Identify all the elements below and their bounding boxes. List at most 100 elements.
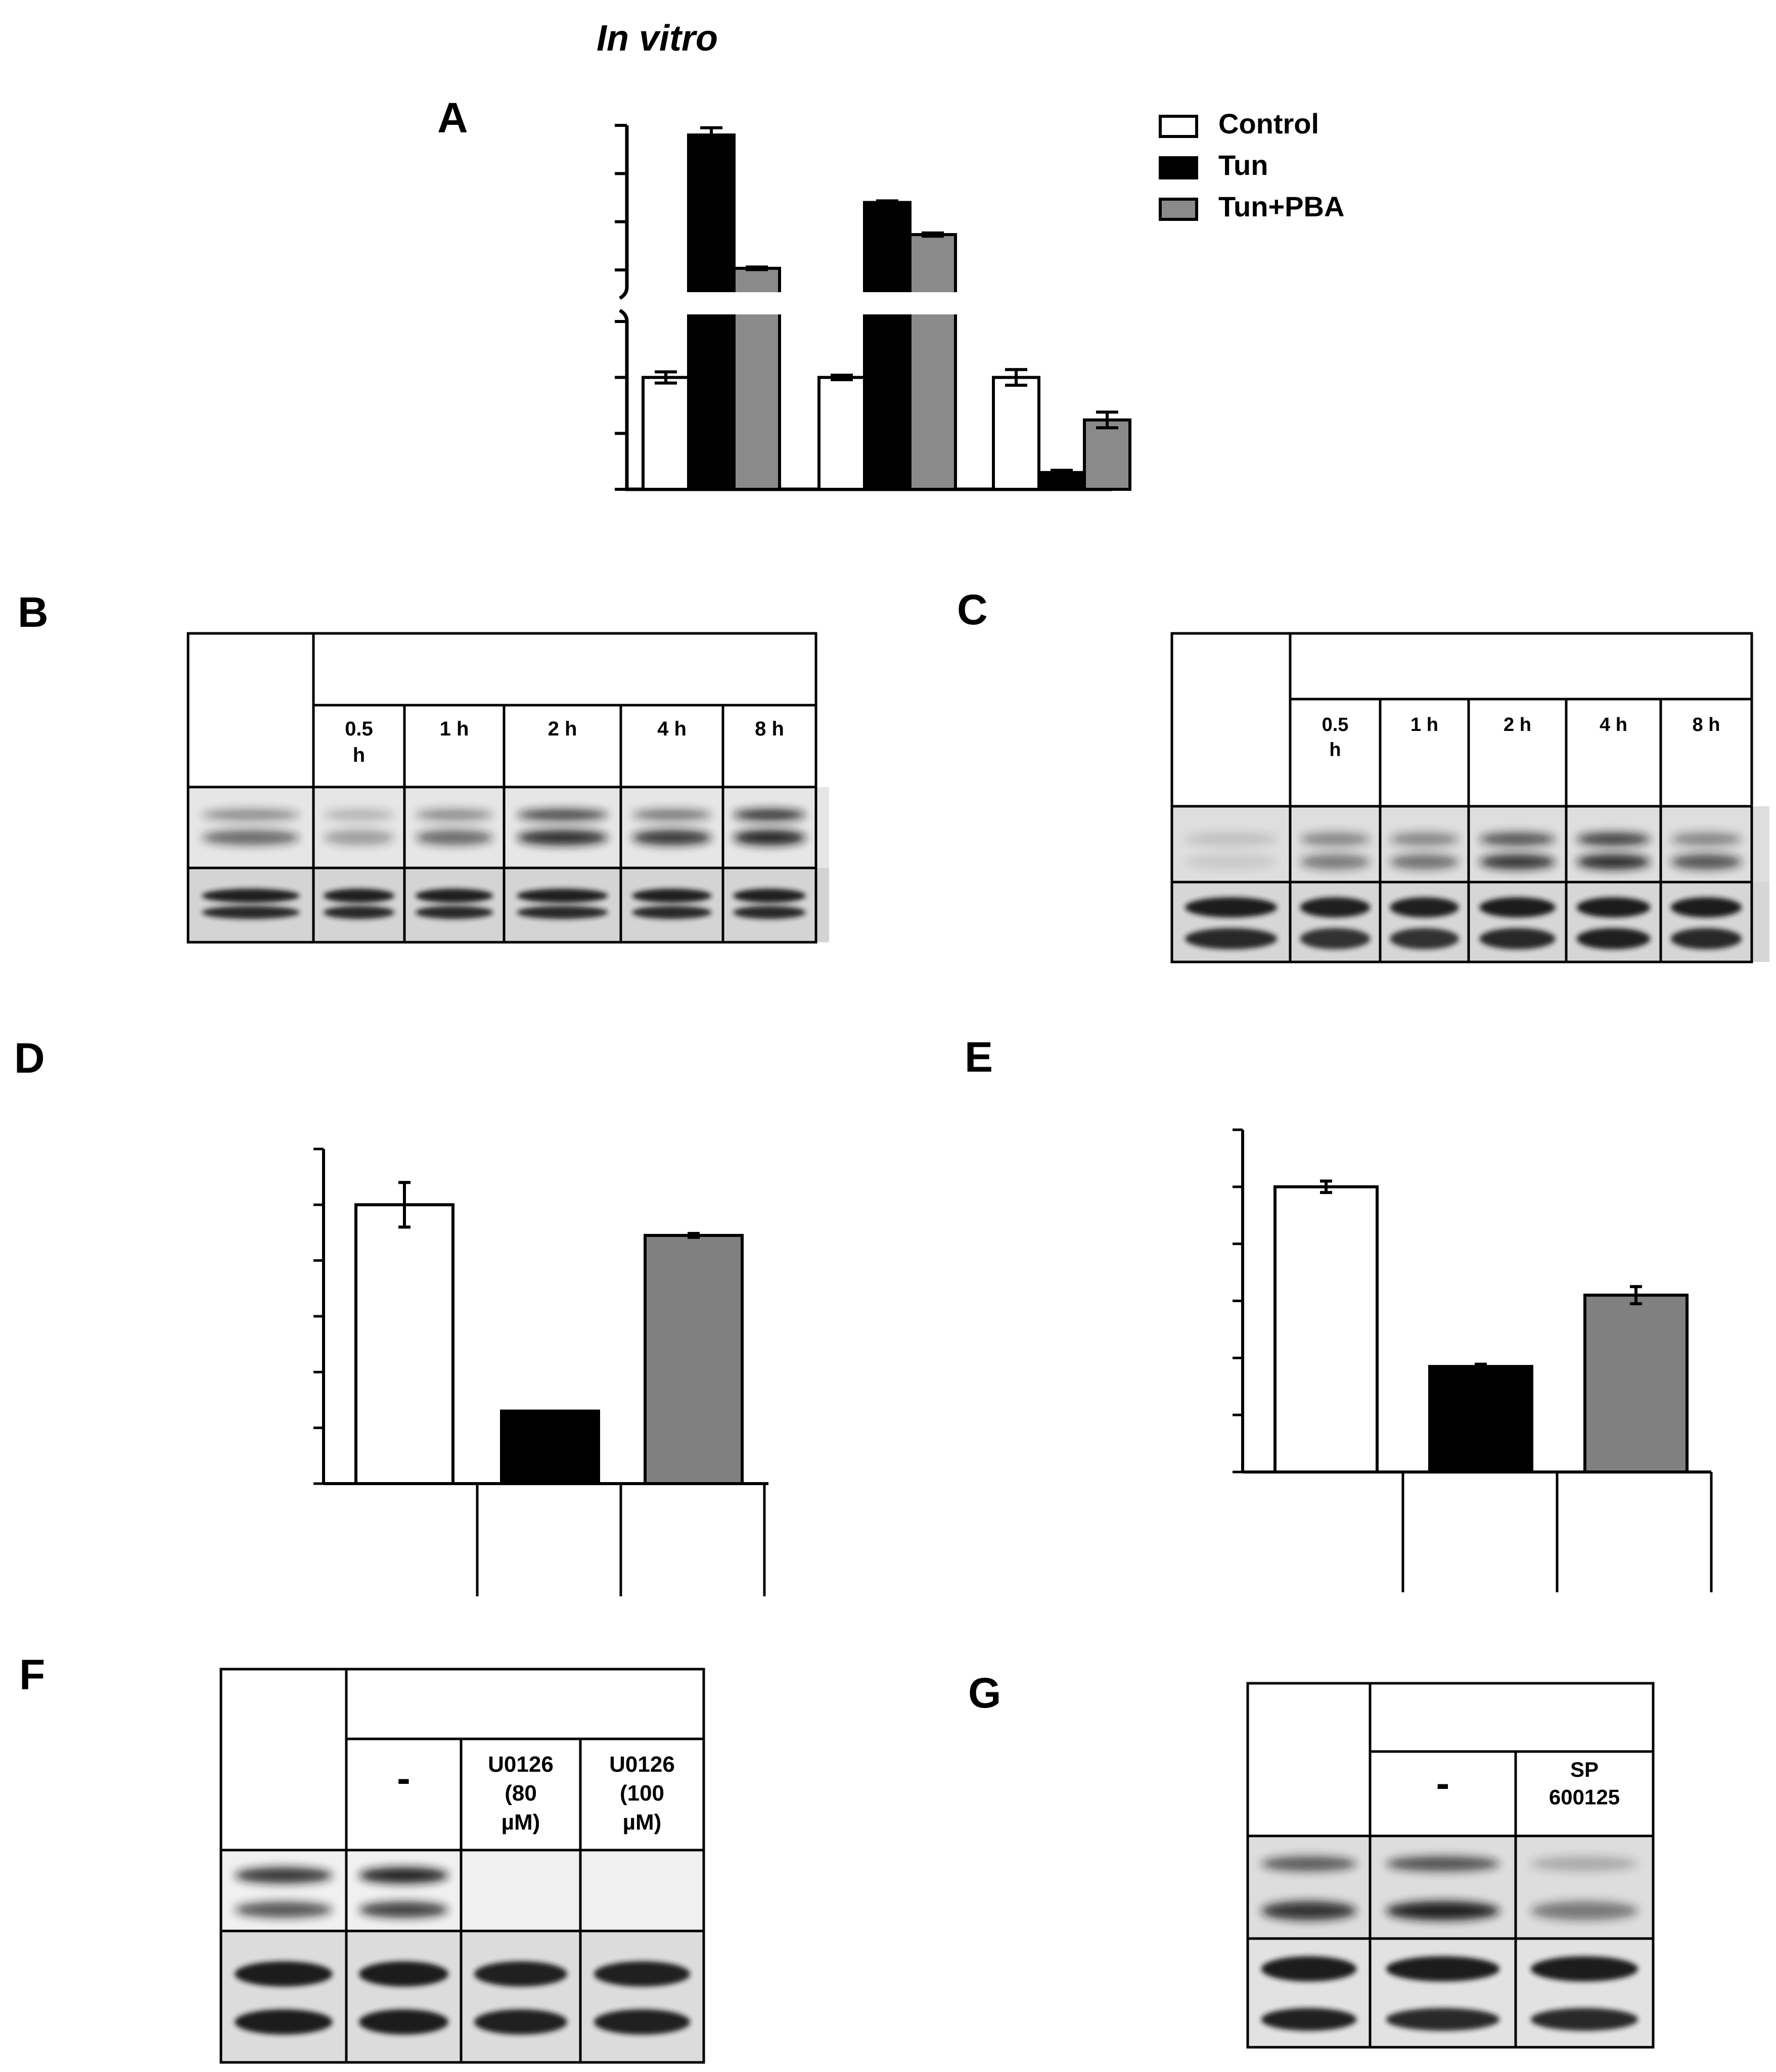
band [415,830,493,845]
band [1670,833,1742,846]
band [474,2009,568,2035]
lane-label: 1 h [440,718,469,740]
band [474,1961,568,1987]
band [594,1961,691,1987]
blot-g: - SP 600125 [1246,1682,1655,2049]
blot-c: 0.5 h 1 h 2 h 4 h 8 h [1170,632,1769,963]
band [1300,928,1371,949]
band [1576,928,1651,949]
band [1185,928,1278,949]
band [1261,1856,1357,1871]
bar-control-bip [642,376,690,491]
band [1185,897,1278,917]
band [1386,1956,1500,1982]
band [1530,1856,1638,1871]
band [235,1867,333,1883]
band [202,830,300,845]
chart-d [313,1147,768,1596]
band [517,889,608,903]
blot-background [1248,1836,1653,1939]
legend-label-control: Control [1218,108,1319,140]
band [358,1902,449,1918]
bar-1 [500,1409,600,1485]
blot-background [188,787,829,868]
chart-e [1233,1128,1713,1592]
band [517,830,608,845]
bar-control-chop [817,376,866,491]
blot-background [188,868,829,942]
band [1386,1901,1500,1920]
band [517,809,608,820]
bar-tun-pba-chop [908,233,957,491]
band [1576,897,1651,917]
panel-label-g: G [968,1669,1001,1717]
band [415,889,493,903]
band [323,830,395,845]
band [1670,854,1742,869]
band [1479,854,1556,869]
band [1670,897,1742,917]
lane-label: 8 h [1693,714,1720,735]
band [1390,833,1459,846]
band [1576,833,1651,846]
band [1300,833,1371,846]
bar-tun-pba-ucp1 [1083,418,1131,491]
legend-label-tun: Tun [1218,149,1268,181]
band [323,906,395,919]
band [1300,854,1371,869]
bar-0 [354,1203,454,1485]
axis-break-mark-lower [619,308,629,322]
lane-label: 2 h [548,718,577,740]
lane-label: 4 h [1600,714,1627,735]
bar-tun-chop [863,201,912,491]
band [1185,854,1278,869]
band [1261,2008,1357,2031]
band [235,1961,333,1987]
band [1390,897,1459,917]
panel-label-d: D [14,1034,45,1082]
band [1530,1901,1638,1920]
legend-label-tun-pba: Tun+PBA [1218,191,1344,222]
blot-background [1172,882,1769,962]
blot-frame [1170,881,1753,963]
lane-label: - [397,1756,411,1801]
lane-label: U0126 (100 µM) [609,1752,675,1834]
band [358,1961,449,1987]
band [1530,1956,1638,1982]
band [1479,928,1556,949]
band [1479,833,1556,846]
band [1390,928,1459,949]
band [202,809,300,820]
band [594,2009,691,2035]
panel-label-e: E [965,1033,993,1081]
bar-2 [644,1234,744,1485]
chart-a [615,124,1131,491]
legend-swatch-tun-pba [1159,198,1198,221]
band [323,889,395,903]
band [1300,897,1371,917]
band [235,2009,333,2035]
blot-frame [1246,1937,1655,2049]
band [1185,833,1278,846]
panel-label-b: B [18,588,49,636]
blot-f: - U0126 (80 µM) U0126 (100 µM) [219,1668,705,2064]
band [632,809,712,820]
blot-background [1248,1939,1653,2047]
legend-a: Control Tun Tun+PBA [1159,108,1344,222]
panel-label-a: A [437,94,468,142]
band [358,1867,449,1883]
band [733,809,806,820]
bar-1 [1428,1365,1533,1474]
lane-label: - [1436,1761,1450,1806]
lane-label: 8 h [755,718,784,740]
band [632,830,712,845]
band [415,906,493,919]
lane-label: 4 h [657,718,687,740]
bar-control-ucp1 [992,376,1040,491]
lane-label: SP 600125 [1549,1758,1620,1809]
band [1576,854,1651,869]
panel-label-f: F [19,1651,45,1698]
band [1261,1956,1357,1982]
band [1479,897,1556,917]
band [202,889,300,903]
